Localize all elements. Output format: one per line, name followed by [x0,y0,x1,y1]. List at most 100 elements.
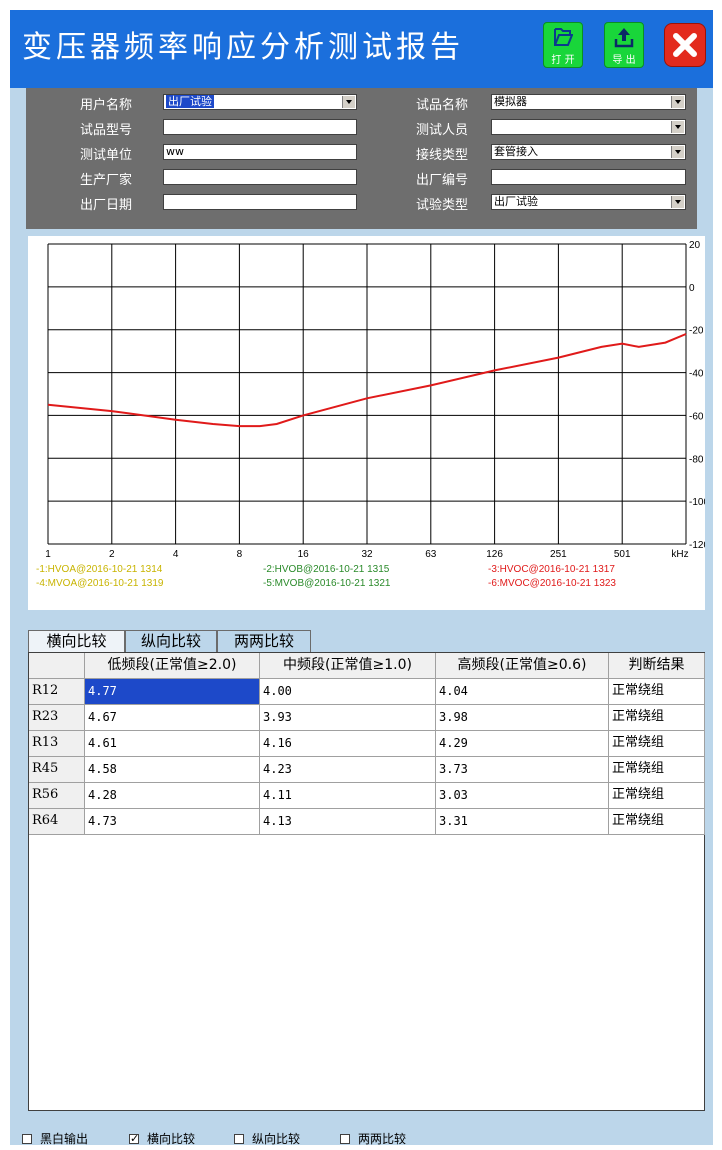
table-cell[interactable]: 正常绕组 [609,783,705,809]
wiring-type-select[interactable]: 套管接入 [491,144,686,160]
row-header[interactable]: R45 [29,757,85,783]
factory-date-input[interactable] [163,194,357,210]
table-cell[interactable]: 4.00 [260,679,436,705]
table-cell[interactable]: 4.23 [260,757,436,783]
legend-entry: -2:HVOB@2016-10-21 1315 [263,564,390,575]
x-tick-label: 8 [237,549,243,560]
table-cell[interactable]: 正常绕组 [609,679,705,705]
table-cell[interactable]: 3.73 [436,757,609,783]
row-header[interactable]: R12 [29,679,85,705]
x-tick-label: 4 [173,549,179,560]
checkbox-box[interactable] [234,1134,244,1144]
close-icon [671,31,699,59]
table-cell[interactable]: 3.93 [260,705,436,731]
column-header[interactable]: 低频段(正常值≥2.0) [85,653,260,679]
checkbox-box[interactable] [22,1134,32,1144]
tester-select[interactable] [491,119,686,135]
chevron-down-icon[interactable] [671,121,684,133]
table-cell[interactable]: 4.13 [260,809,436,835]
checkbox-box[interactable] [340,1134,350,1144]
horizontal-compare-label: 横向比较 [147,1130,195,1148]
table-cell[interactable]: 4.77 [85,679,260,705]
legend-entry: -3:HVOC@2016-10-21 1317 [488,564,615,575]
row-header[interactable]: R13 [29,731,85,757]
x-tick-label: kHz [671,549,688,560]
column-header[interactable]: 中频段(正常值≥1.0) [260,653,436,679]
column-header[interactable]: 高频段(正常值≥0.6) [436,653,609,679]
table-cell[interactable]: 3.98 [436,705,609,731]
y-tick-label: 0 [689,283,695,294]
x-tick-label: 1 [45,549,51,560]
table-cell[interactable]: 正常绕组 [609,809,705,835]
table-cell[interactable]: 4.28 [85,783,260,809]
serial-no-input[interactable] [491,169,686,185]
open-button[interactable]: 打 开 [543,22,583,68]
wiring-type-value: 套管接入 [494,145,538,158]
y-tick-label: -120 [689,540,705,551]
column-header[interactable]: 判断结果 [609,653,705,679]
info-form: 用户名称 出厂试验 试品型号 测试单位 ww 生产厂家 出厂日期 试品名称 模拟… [26,88,697,229]
manufacturer-input[interactable] [163,169,357,185]
chevron-down-icon[interactable] [671,196,684,208]
y-tick-label: -40 [689,369,704,380]
title-bar: 变压器频率响应分析测试报告 打 开 导 出 [10,10,713,88]
y-tick-label: -100 [689,497,705,508]
sample-name-value: 模拟器 [494,95,527,108]
table-cell[interactable]: 正常绕组 [609,757,705,783]
test-unit-label: 测试单位 [80,144,132,163]
export-button[interactable]: 导 出 [604,22,644,68]
x-tick-label: 251 [550,549,567,560]
table-cell[interactable]: 3.31 [436,809,609,835]
user-name-value: 出厂试验 [166,95,214,108]
legend-entry: -1:HVOA@2016-10-21 1314 [36,564,163,575]
factory-date-label: 出厂日期 [80,194,132,213]
chevron-down-icon[interactable] [671,96,684,108]
window-title: 变压器频率响应分析测试报告 [22,22,464,66]
pairwise-compare-label: 两两比较 [358,1130,406,1148]
x-tick-label: 2 [109,549,115,560]
sample-name-select[interactable]: 模拟器 [491,94,686,110]
y-tick-label: -80 [689,454,704,465]
serial-no-label: 出厂编号 [416,169,468,188]
test-type-select[interactable]: 出厂试验 [491,194,686,210]
table-cell[interactable]: 4.73 [85,809,260,835]
row-header[interactable]: R64 [29,809,85,835]
user-name-select[interactable]: 出厂试验 [163,94,357,110]
table-cell[interactable]: 正常绕组 [609,705,705,731]
table-cell[interactable]: 4.58 [85,757,260,783]
upload-icon [614,26,634,48]
tab-horizontal[interactable]: 横向比较 [28,630,125,652]
table-cell[interactable]: 4.16 [260,731,436,757]
table-cell[interactable]: 4.11 [260,783,436,809]
tab-vertical[interactable]: 纵向比较 [125,630,217,652]
tab-pairwise[interactable]: 两两比较 [217,630,311,652]
table-cell[interactable]: 4.67 [85,705,260,731]
folder-open-icon [553,26,573,48]
close-button[interactable] [664,23,706,67]
table-cell[interactable]: 3.03 [436,783,609,809]
table-cell[interactable]: 4.61 [85,731,260,757]
y-tick-label: 20 [689,240,701,251]
table-cell[interactable]: 4.04 [436,679,609,705]
test-unit-input[interactable]: ww [163,144,357,160]
result-table: 低频段(正常值≥2.0)中频段(正常值≥1.0)高频段(正常值≥0.6)判断结果… [28,652,705,1111]
row-header[interactable]: R56 [29,783,85,809]
column-header[interactable] [29,653,85,679]
y-tick-label: -20 [689,326,704,337]
x-tick-label: 32 [361,549,373,560]
sample-model-input[interactable] [163,119,357,135]
row-header[interactable]: R23 [29,705,85,731]
x-tick-label: 63 [425,549,437,560]
table-cell[interactable]: 4.29 [436,731,609,757]
chevron-down-icon[interactable] [342,96,355,108]
checkbox-box[interactable] [129,1134,139,1144]
test-type-value: 出厂试验 [494,195,538,208]
tester-label: 测试人员 [416,119,468,138]
chevron-down-icon[interactable] [671,146,684,158]
legend-entry: -4:MVOA@2016-10-21 1319 [36,578,164,589]
table-cell[interactable]: 正常绕组 [609,731,705,757]
manufacturer-label: 生产厂家 [80,169,132,188]
y-tick-label: -60 [689,411,704,422]
